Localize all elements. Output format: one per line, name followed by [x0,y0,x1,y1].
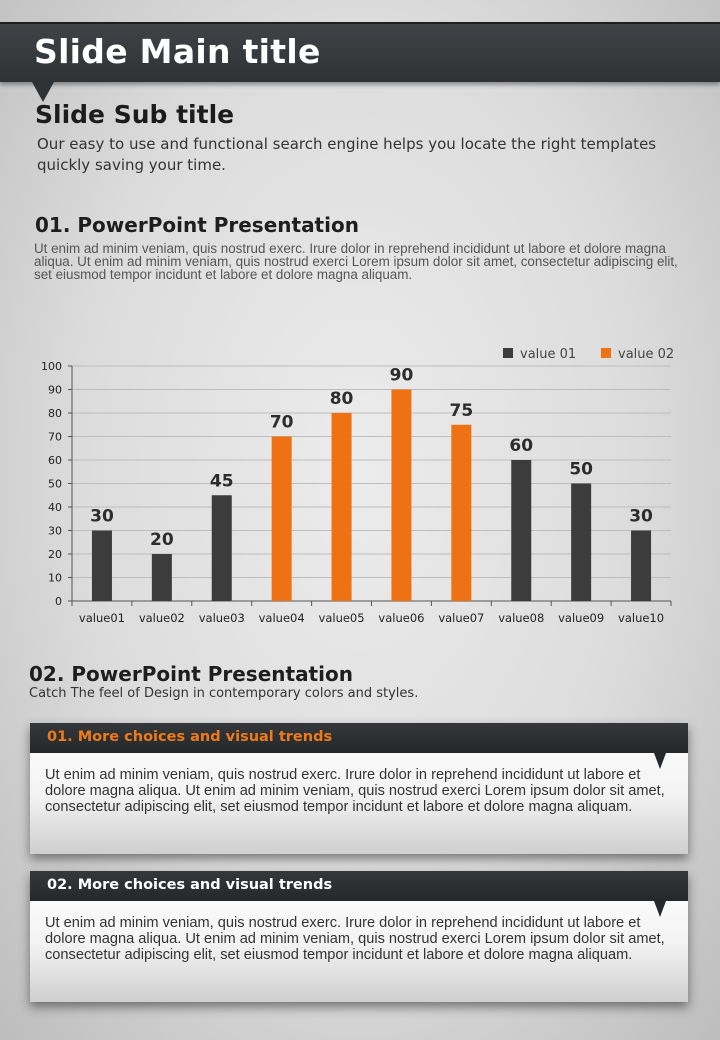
title-bar: Slide Main title [0,22,720,102]
bar-chart: 0 10 20 30 40 50 60 70 80 90 100 30 value01 20 value02… [41,347,674,625]
y-tick-label: 20 [48,548,62,561]
bar-value02 [151,554,172,601]
info-box-1-header: 01. More choices and visual trends [30,723,688,769]
bar-value10 [631,530,652,601]
section2-subtitle: Catch The feel of Design in contemporary… [29,686,419,701]
sub-title: Slide Sub title [35,100,235,129]
category-label-value07: value07 [438,611,484,625]
data-label-value06: 90 [390,366,414,386]
y-tick-label: 30 [48,525,62,538]
data-label-value01: 30 [90,507,114,527]
section1-body: Ut enim ad minim veniam, quis nostrud ex… [34,241,678,282]
legend-label-2: value 02 [618,347,674,362]
info-box-2-pointer [654,901,666,917]
legend-label-1: value 01 [520,347,576,362]
category-label-value06: value06 [378,611,424,625]
data-label-value08: 60 [509,436,533,456]
category-label-value02: value02 [139,611,185,625]
data-label-value09: 50 [569,460,593,480]
bar-value09 [571,483,592,601]
y-tick-label: 10 [48,572,62,585]
bar-value01 [91,530,112,601]
category-label-value03: value03 [199,611,245,625]
info-box-2-body: Ut enim ad minim veniam, quis nostrud ex… [45,915,665,963]
y-tick-label: 90 [48,384,62,397]
info-box-1-title: 01. More choices and visual trends [47,729,333,745]
data-label-value05: 80 [330,389,354,409]
data-label-value10: 30 [629,507,653,527]
category-label-value10: value10 [618,611,664,625]
bar-value03 [211,495,232,601]
legend-swatch-1 [503,348,513,358]
title-pointer [32,82,54,102]
bar-value06 [391,389,412,601]
category-label-value04: value04 [259,611,305,625]
data-label-value07: 75 [450,401,474,421]
bar-value04 [271,436,292,601]
section2-title: 02. PowerPoint Presentation [29,662,353,686]
category-label-value08: value08 [498,611,544,625]
info-box-1-body: Ut enim ad minim veniam, quis nostrud ex… [45,767,665,815]
bar-value08 [511,460,532,601]
category-label-value05: value05 [319,611,365,625]
y-tick-label: 50 [48,478,62,491]
y-tick-label: 80 [48,407,62,420]
y-tick-label: 60 [48,454,62,467]
info-box-1: 01. More choices and visual trends Ut en… [30,723,688,854]
info-box-2-title: 02. More choices and visual trends [47,877,333,893]
data-label-value03: 45 [210,471,234,491]
bar-value07 [451,424,472,601]
y-tick-label: 40 [48,501,62,514]
info-box-2: 02. More choices and visual trends Ut en… [30,871,688,1002]
category-label-value01: value01 [79,611,125,625]
y-tick-label: 70 [48,431,62,444]
y-tick-label: 100 [41,360,62,373]
section1-title: 01. PowerPoint Presentation [35,213,359,237]
data-label-value02: 20 [150,530,174,550]
category-label-value09: value09 [558,611,604,625]
main-title: Slide Main title [34,32,321,71]
legend-swatch-2 [601,348,611,358]
y-tick-label: 0 [55,595,62,608]
info-box-2-header: 02. More choices and visual trends [30,871,688,917]
sub-description: Our easy to use and functional search en… [37,135,657,174]
data-label-value04: 70 [270,413,294,433]
info-box-1-pointer [654,753,666,769]
bar-value05 [331,413,352,601]
